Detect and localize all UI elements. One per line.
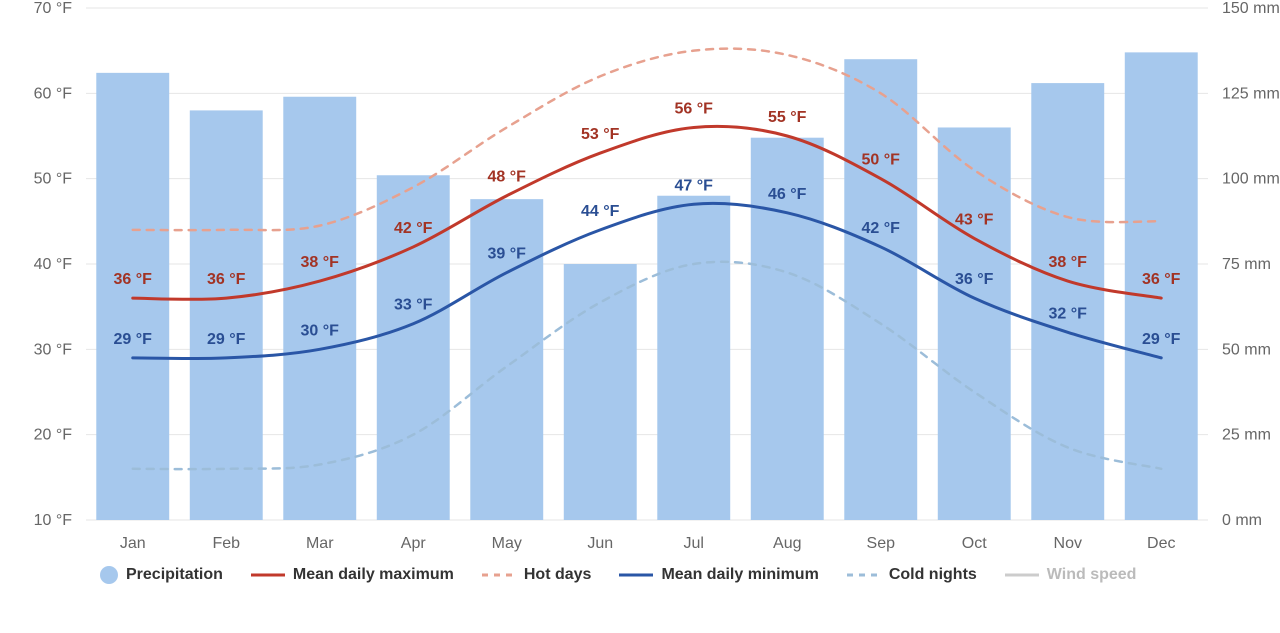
series-mean-max-label: 36 °F (114, 271, 153, 288)
left-axis-tick-label: 30 °F (34, 341, 73, 358)
right-axis-tick-label: 50 mm (1222, 341, 1271, 358)
series-mean-max-label: 53 °F (581, 126, 620, 143)
series-mean-min-label: 42 °F (862, 220, 901, 237)
series-mean-max-label: 43 °F (955, 211, 994, 228)
precip-bar (96, 73, 169, 520)
legend-item-mean_min[interactable]: Mean daily minimum (619, 566, 818, 584)
legend-label: Precipitation (126, 566, 223, 584)
right-axis-tick-label: 125 mm (1222, 85, 1280, 102)
precip-bar (844, 59, 917, 520)
series-mean-max-label: 38 °F (1049, 254, 1088, 271)
legend-swatch (100, 566, 118, 584)
legend-item-cold_nights[interactable]: Cold nights (847, 566, 977, 584)
series-mean-max-label: 36 °F (207, 271, 246, 288)
legend-swatch (1005, 568, 1039, 582)
legend-item-precip[interactable]: Precipitation (100, 566, 223, 584)
legend-swatch (619, 568, 653, 582)
precip-bar (938, 127, 1011, 520)
month-label: Nov (1054, 535, 1082, 552)
right-axis-tick-label: 25 mm (1222, 427, 1271, 444)
series-mean-min-label: 44 °F (581, 203, 620, 220)
month-label: Jun (587, 535, 613, 552)
precip-bar (564, 264, 637, 520)
series-mean-min-label: 29 °F (114, 331, 153, 348)
left-axis-tick-label: 10 °F (34, 512, 73, 529)
series-mean-min-label: 30 °F (301, 322, 340, 339)
series-mean-max-label: 38 °F (301, 254, 340, 271)
series-mean-min-label: 29 °F (207, 331, 246, 348)
month-label: Mar (306, 535, 334, 552)
month-label: Jul (684, 535, 704, 552)
left-axis-tick-label: 20 °F (34, 427, 73, 444)
legend-item-wind[interactable]: Wind speed (1005, 566, 1137, 584)
series-mean-max-label: 42 °F (394, 220, 433, 237)
month-label: Jan (120, 535, 146, 552)
month-label: Sep (867, 535, 896, 552)
legend-label: Hot days (524, 566, 592, 584)
legend-swatch (847, 568, 881, 582)
right-axis-tick-label: 100 mm (1222, 171, 1280, 188)
series-mean-min-label: 47 °F (675, 177, 714, 194)
series-mean-min-label: 32 °F (1049, 305, 1088, 322)
series-mean-min-label: 46 °F (768, 186, 807, 203)
series-mean-max-label: 55 °F (768, 109, 807, 126)
right-axis-tick-label: 150 mm (1222, 0, 1280, 17)
legend-item-mean_max[interactable]: Mean daily maximum (251, 566, 454, 584)
series-mean-max-label: 56 °F (675, 100, 714, 117)
series-mean-min-label: 39 °F (488, 246, 527, 263)
series-mean-min-label: 33 °F (394, 297, 433, 314)
left-axis-tick-label: 50 °F (34, 171, 73, 188)
month-label: Feb (212, 535, 240, 552)
series-mean-min-label: 29 °F (1142, 331, 1181, 348)
month-label: Dec (1147, 535, 1175, 552)
legend-swatch (482, 568, 516, 582)
precip-bar (190, 110, 263, 520)
legend-label: Mean daily minimum (661, 566, 818, 584)
legend-label: Mean daily maximum (293, 566, 454, 584)
month-label: May (492, 535, 522, 552)
month-label: Apr (401, 535, 427, 552)
legend-item-hot_days[interactable]: Hot days (482, 566, 592, 584)
left-axis-tick-label: 60 °F (34, 85, 73, 102)
right-axis-tick-label: 75 mm (1222, 256, 1271, 273)
precip-bar (657, 196, 730, 520)
legend: Precipitation Mean daily maximum Hot days M… (0, 566, 1280, 588)
legend-label: Cold nights (889, 566, 977, 584)
legend-label: Wind speed (1047, 566, 1137, 584)
month-label: Oct (962, 535, 987, 552)
series-mean-max-label: 50 °F (862, 152, 901, 169)
series-mean-max-label: 48 °F (488, 169, 527, 186)
series-mean-max-label: 36 °F (1142, 271, 1181, 288)
climate-chart: 10 °F 20 °F 30 °F 40 °F 50 °F 60 °F 70 °F 0 mm 2… (0, 0, 1280, 633)
series-mean-min-label: 36 °F (955, 271, 994, 288)
legend-swatch (251, 568, 285, 582)
precip-bar (283, 97, 356, 520)
left-axis-tick-label: 70 °F (34, 0, 73, 17)
left-axis-tick-label: 40 °F (34, 256, 73, 273)
right-axis-tick-label: 0 mm (1222, 512, 1262, 529)
month-label: Aug (773, 535, 801, 552)
